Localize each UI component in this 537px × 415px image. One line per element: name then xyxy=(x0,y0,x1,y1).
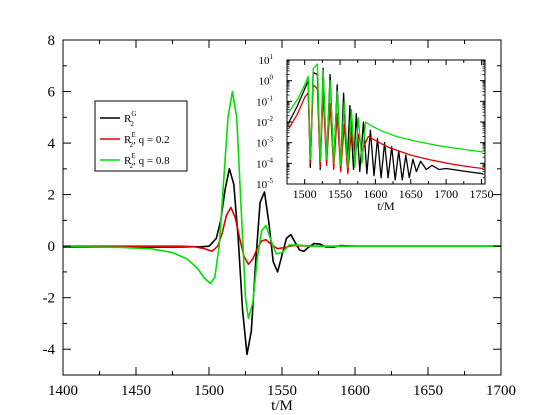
main-ticks: 1400 1450 1500 1550 1600 1650 1700 -4 -2 0 2 4 6 8 xyxy=(43,33,517,399)
inset-y-tick-label: 100 xyxy=(259,74,274,88)
inset-y-tick-label: 10-2 xyxy=(256,115,273,129)
main-x-tick-label: 1700 xyxy=(486,383,516,399)
inset-x-tick-label: 1650 xyxy=(399,187,423,201)
main-y-tick-label: 6 xyxy=(48,85,56,101)
inset-y-tick-label: 10-4 xyxy=(256,156,273,170)
inset-y-tick-label: 10-3 xyxy=(256,136,273,150)
legend-entry-1: RE 2, q = 0.2 xyxy=(124,131,170,149)
main-x-axis-label: t/M xyxy=(271,398,293,414)
main-y-tick-label: -2 xyxy=(43,291,56,307)
inset-y-tick-label: 10-5 xyxy=(256,177,273,191)
main-y-tick-label: 4 xyxy=(48,136,56,152)
main-series-group xyxy=(63,90,501,356)
main-plot: 1400 1450 1500 1550 1600 1650 1700 -4 -2 0 2 4 6 8 t/… xyxy=(43,33,517,414)
main-y-tick-label: 0 xyxy=(48,239,56,255)
inset-x-tick-label: 1500 xyxy=(293,187,317,201)
legend-entry-0: RG 2 xyxy=(124,110,136,128)
inset-plot: 1500 1550 1600 1650 1700 1750 10-5 10-4 10-3 10-2… xyxy=(256,53,493,213)
main-series-line-2 xyxy=(63,90,501,320)
legend: RG 2 RE 2, q = 0.2 RE 2, q = 0.8 xyxy=(94,100,188,172)
inset-y-tick-label: 10-1 xyxy=(256,94,273,108)
main-y-tick-label: 2 xyxy=(48,188,56,204)
inset-y-tick-label: 101 xyxy=(259,53,274,67)
main-y-tick-label: 8 xyxy=(48,33,56,49)
inset-x-tick-label: 1550 xyxy=(328,187,352,201)
main-y-tick-label: -4 xyxy=(43,342,56,358)
inset-series-line-2 xyxy=(288,63,483,169)
main-series-line-0 xyxy=(63,168,501,356)
main-x-tick-label: 1550 xyxy=(267,383,297,399)
inset-series-group xyxy=(288,63,483,181)
inset-x-tick-label: 1600 xyxy=(363,187,387,201)
inset-x-tick-label: 1750 xyxy=(469,187,493,201)
inset-ticks: 1500 1550 1600 1650 1700 1750 10-5 10-4 10-3 10-2… xyxy=(256,53,493,201)
inset-x-axis-label: t/M xyxy=(377,199,395,213)
inset-x-tick-label: 1700 xyxy=(434,187,458,201)
main-x-tick-label: 1650 xyxy=(413,383,443,399)
inset-background xyxy=(287,60,485,184)
main-x-tick-label: 1500 xyxy=(194,383,224,399)
main-x-tick-label: 1600 xyxy=(340,383,370,399)
main-x-tick-label: 1450 xyxy=(121,383,151,399)
main-x-tick-label: 1400 xyxy=(48,383,78,399)
legend-entry-2: RE 2, q = 0.8 xyxy=(124,152,170,170)
